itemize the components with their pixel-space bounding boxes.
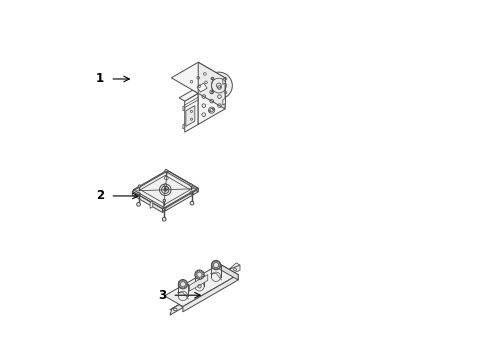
Polygon shape xyxy=(183,105,185,111)
Circle shape xyxy=(201,271,202,272)
Circle shape xyxy=(201,278,202,279)
Circle shape xyxy=(190,201,194,205)
Polygon shape xyxy=(229,265,240,275)
Circle shape xyxy=(212,262,213,264)
Polygon shape xyxy=(189,275,208,291)
Polygon shape xyxy=(185,93,198,132)
Text: 1: 1 xyxy=(96,72,104,85)
Circle shape xyxy=(211,260,220,270)
Polygon shape xyxy=(223,77,225,84)
Polygon shape xyxy=(172,62,225,93)
Circle shape xyxy=(214,261,215,262)
Circle shape xyxy=(178,279,188,289)
Circle shape xyxy=(195,270,204,279)
Polygon shape xyxy=(132,191,163,212)
Circle shape xyxy=(178,284,180,285)
Polygon shape xyxy=(229,263,240,269)
Polygon shape xyxy=(186,105,195,126)
Circle shape xyxy=(197,271,198,272)
Circle shape xyxy=(138,185,141,188)
Circle shape xyxy=(218,261,219,262)
Polygon shape xyxy=(179,90,198,101)
Polygon shape xyxy=(133,171,197,208)
Circle shape xyxy=(186,284,187,285)
Circle shape xyxy=(212,265,213,266)
Circle shape xyxy=(216,268,217,269)
Circle shape xyxy=(184,280,185,282)
Polygon shape xyxy=(223,98,225,105)
Circle shape xyxy=(218,268,219,269)
Circle shape xyxy=(205,72,232,99)
Circle shape xyxy=(165,170,168,172)
Circle shape xyxy=(202,276,203,277)
Text: 3: 3 xyxy=(158,289,166,302)
Polygon shape xyxy=(170,305,183,315)
Circle shape xyxy=(219,262,220,264)
Circle shape xyxy=(216,261,217,262)
Polygon shape xyxy=(220,264,238,280)
Polygon shape xyxy=(150,201,153,208)
Text: 2: 2 xyxy=(96,189,104,202)
Circle shape xyxy=(137,203,141,206)
Circle shape xyxy=(182,288,183,289)
Circle shape xyxy=(163,199,166,202)
Polygon shape xyxy=(163,188,198,212)
Circle shape xyxy=(195,274,196,275)
Polygon shape xyxy=(197,83,207,92)
Circle shape xyxy=(186,282,187,283)
Circle shape xyxy=(199,278,200,279)
Circle shape xyxy=(219,266,220,267)
Circle shape xyxy=(203,274,204,275)
Polygon shape xyxy=(198,78,225,125)
Circle shape xyxy=(197,278,198,279)
Circle shape xyxy=(212,266,213,267)
Circle shape xyxy=(162,217,166,221)
Circle shape xyxy=(165,186,168,190)
Circle shape xyxy=(190,184,192,186)
Circle shape xyxy=(202,272,203,273)
Circle shape xyxy=(186,285,187,287)
Polygon shape xyxy=(198,62,225,109)
Circle shape xyxy=(179,285,180,287)
Circle shape xyxy=(214,268,215,269)
Circle shape xyxy=(184,287,185,288)
Circle shape xyxy=(179,282,180,283)
Circle shape xyxy=(182,280,183,281)
Circle shape xyxy=(180,287,181,288)
Polygon shape xyxy=(168,171,198,192)
Circle shape xyxy=(180,280,181,282)
Polygon shape xyxy=(183,275,238,312)
Polygon shape xyxy=(183,123,185,129)
Circle shape xyxy=(199,270,200,271)
Polygon shape xyxy=(165,264,238,306)
Circle shape xyxy=(164,184,167,186)
